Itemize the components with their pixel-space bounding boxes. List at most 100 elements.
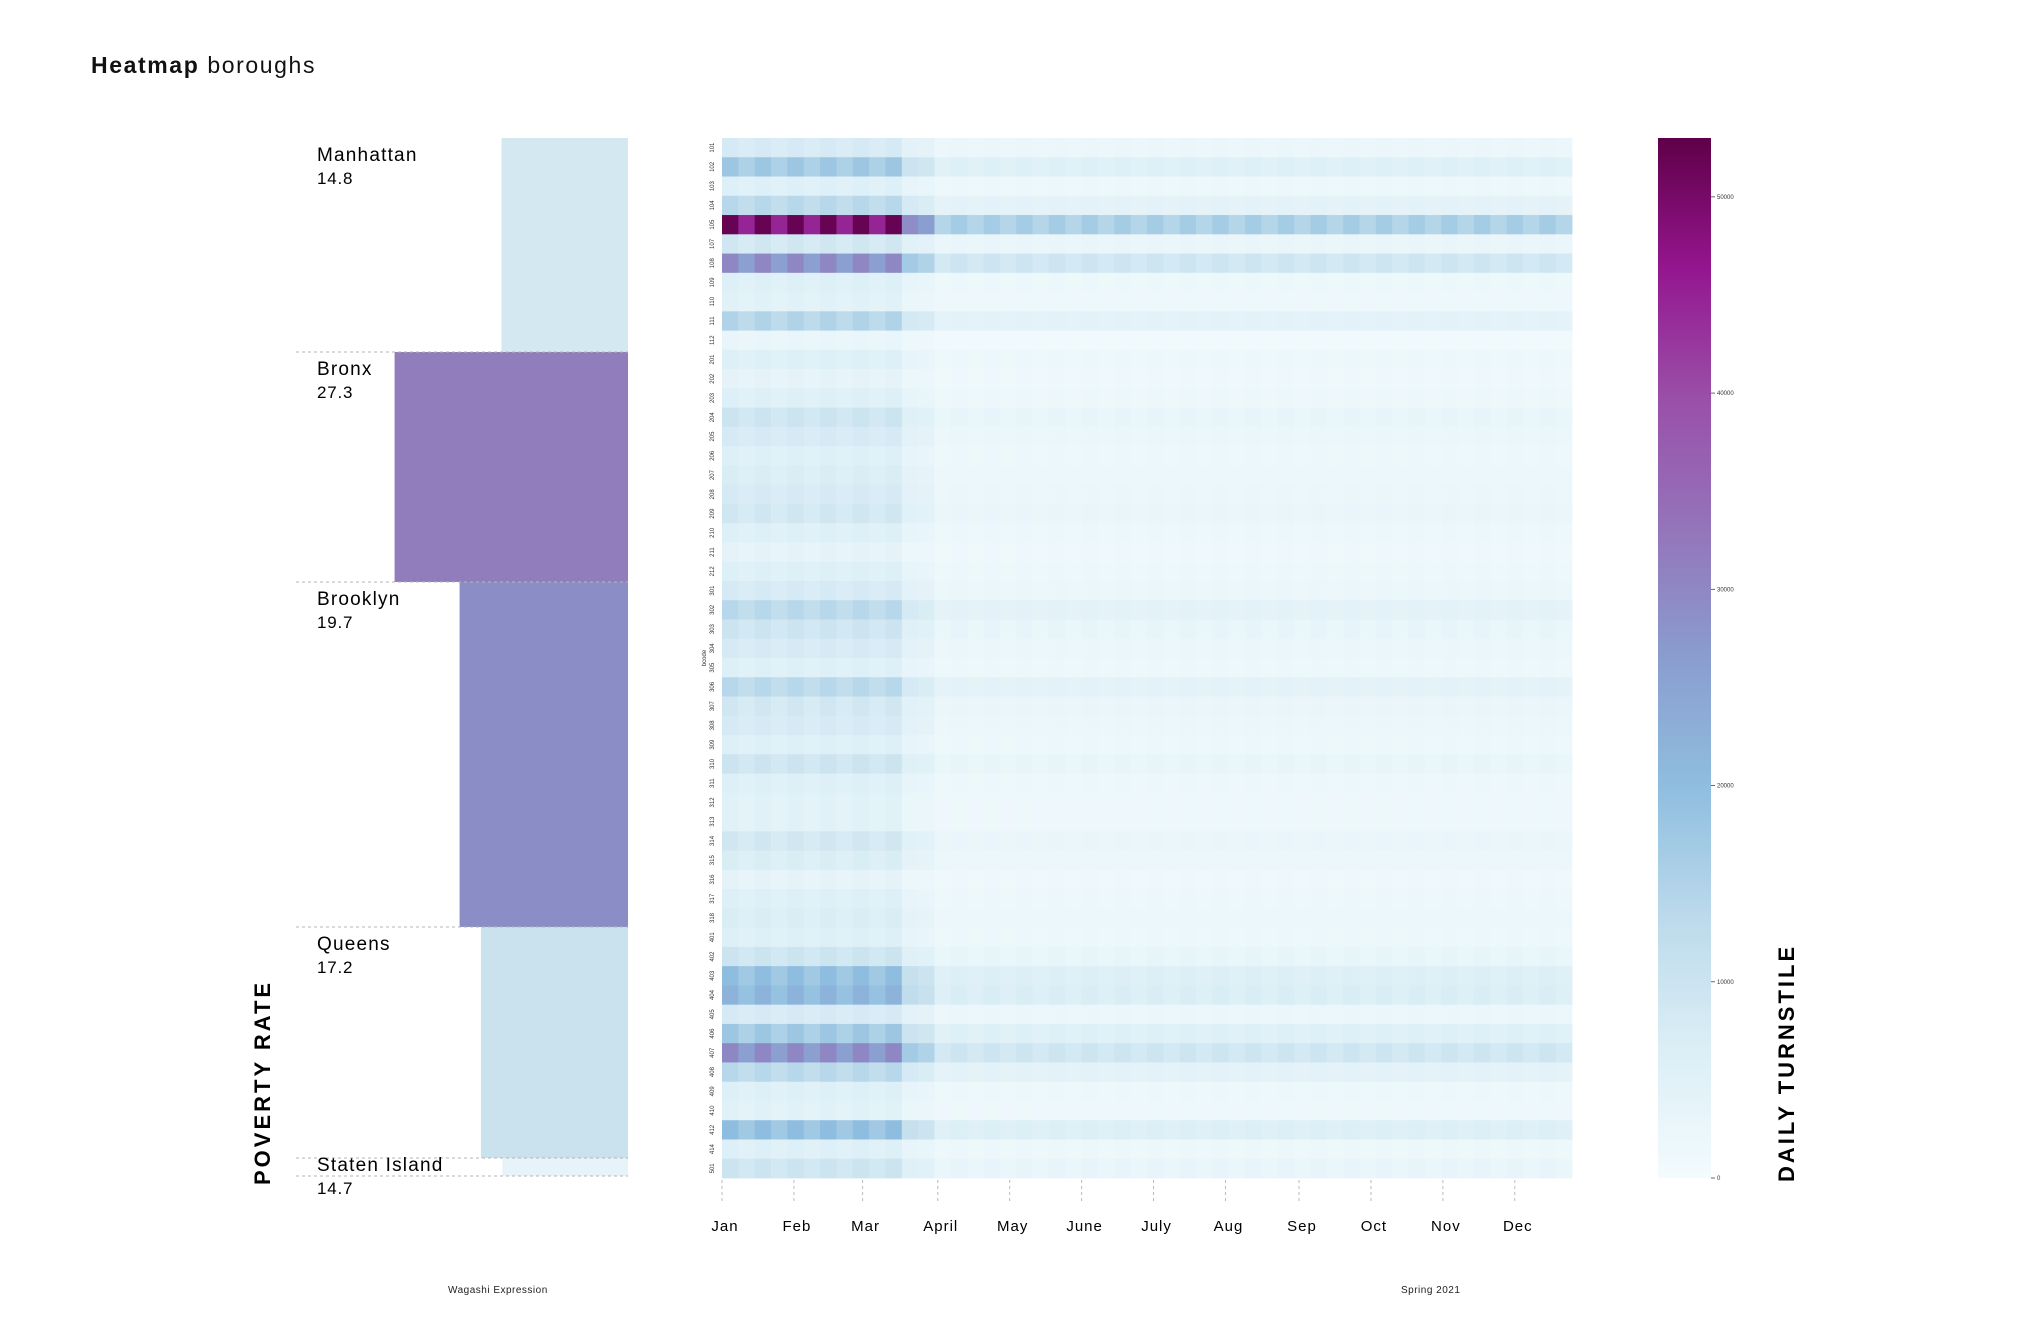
heatmap-cell: [1212, 908, 1230, 929]
heatmap-cell: [1179, 426, 1197, 447]
heatmap-cell: [1277, 388, 1295, 409]
heatmap-cell: [1522, 985, 1540, 1006]
heatmap-cell: [722, 658, 739, 678]
heatmap-cell: [1261, 889, 1279, 909]
heatmap-cell: [787, 696, 805, 717]
heatmap-cell: [1294, 157, 1311, 177]
heatmap-cell: [1032, 195, 1050, 216]
footer-right: Spring 2021: [1401, 1285, 1461, 1296]
heatmap-cell: [983, 946, 1001, 967]
heatmap-cell: [1457, 234, 1475, 254]
heatmap-cell: [1212, 542, 1230, 563]
heatmap-cell: [1212, 966, 1230, 986]
heatmap-cell: [1326, 735, 1344, 755]
heatmap-cell: [820, 407, 837, 428]
heatmap-cell: [967, 1043, 984, 1063]
heatmap-cell: [803, 735, 821, 755]
heatmap-cell: [1228, 138, 1246, 158]
heatmap-cell: [901, 715, 919, 736]
heatmap-cell: [1375, 600, 1393, 620]
heatmap-cell: [1490, 369, 1508, 389]
heatmap-cell: [1424, 1062, 1442, 1083]
heatmap-cell: [1310, 658, 1328, 678]
heatmap-cell: [885, 292, 903, 312]
heatmap-cell: [1179, 234, 1197, 254]
heatmap-cell: [1048, 311, 1066, 331]
heatmap-cell: [1539, 561, 1557, 582]
heatmap-cell: [1392, 484, 1409, 505]
heatmap-cell: [1457, 138, 1475, 158]
heatmap-cell: [1016, 1004, 1033, 1025]
heatmap-cell: [1408, 1100, 1426, 1121]
heatmap-cell: [967, 407, 984, 428]
heatmap-cell: [1032, 812, 1050, 832]
heatmap-cell: [1408, 946, 1426, 967]
heatmap-cell: [1424, 426, 1442, 447]
heatmap-cell: [1441, 812, 1458, 832]
heatmap-cell: [1522, 658, 1540, 678]
heatmap-cell: [1375, 311, 1393, 331]
heatmap-cell: [1147, 176, 1164, 197]
heatmap-cell: [950, 503, 968, 524]
heatmap-cell: [771, 523, 788, 543]
heatmap-cell: [1343, 369, 1360, 389]
heatmap-cell: [1147, 407, 1164, 428]
heatmap-cell: [1081, 1043, 1099, 1063]
heatmap-cell: [1228, 889, 1246, 909]
colorbar-tick-label: 10000: [1717, 980, 1734, 986]
heatmap-cell: [983, 523, 1001, 543]
heatmap-cell: [1163, 773, 1181, 794]
heatmap-cell: [1522, 542, 1540, 563]
heatmap-cell: [1179, 869, 1197, 890]
heatmap-cell: [1196, 523, 1213, 543]
heatmap-cell: [885, 330, 903, 351]
heatmap-cell: [1228, 1100, 1246, 1121]
heatmap-cell: [1048, 542, 1066, 563]
heatmap-cell: [950, 542, 968, 563]
heatmap-cell: [1555, 561, 1573, 582]
heatmap-cell: [1032, 157, 1050, 177]
heatmap-cell: [999, 1120, 1017, 1140]
heatmap-cell: [1506, 696, 1524, 717]
heatmap-cell: [950, 927, 968, 948]
heatmap-cell: [1114, 754, 1132, 774]
heatmap-cell: [1506, 1081, 1524, 1102]
heatmap-cell: [1473, 908, 1491, 929]
heatmap-cell: [820, 638, 837, 659]
heatmap-cell: [1114, 850, 1132, 871]
heatmap-cell: [1310, 715, 1328, 736]
heatmap-cell: [901, 831, 919, 851]
heatmap-cell: [1212, 1043, 1230, 1063]
heatmap-cell: [934, 831, 952, 851]
heatmap-cell: [1408, 985, 1426, 1006]
heatmap-cell: [803, 580, 821, 601]
heatmap-cell: [1163, 754, 1181, 774]
heatmap-cell: [722, 1120, 739, 1140]
heatmap-cell: [1359, 215, 1377, 235]
heatmap-cell: [1392, 157, 1409, 177]
heatmap-cell: [869, 253, 886, 274]
heatmap-cell: [771, 542, 788, 563]
heatmap-cell: [1506, 234, 1524, 254]
heatmap-cell: [738, 1062, 756, 1083]
heatmap-cell: [820, 157, 837, 177]
heatmap-cell: [1277, 908, 1295, 929]
heatmap-cell: [1245, 792, 1262, 813]
heatmap-cell: [1114, 658, 1132, 678]
heatmap-cell: [1032, 215, 1050, 235]
heatmap-cell: [1326, 349, 1344, 370]
heatmap-cell: [1048, 792, 1066, 813]
heatmap-cell: [1196, 1023, 1213, 1044]
heatmap-cell: [1097, 1100, 1115, 1121]
heatmap-cell: [1130, 658, 1148, 678]
heatmap-cell: [1326, 484, 1344, 505]
heatmap-cell: [918, 253, 935, 274]
heatmap-cell: [1490, 985, 1508, 1006]
heatmap-cell: [1294, 1043, 1311, 1063]
heatmap-cell: [950, 369, 968, 389]
borough-rate-staten-island: 14.7: [317, 1179, 353, 1198]
heatmap-cell: [1457, 349, 1475, 370]
heatmap-cell: [1539, 908, 1557, 929]
heatmap-cell: [1441, 1023, 1458, 1044]
heatmap-cell: [918, 311, 935, 331]
